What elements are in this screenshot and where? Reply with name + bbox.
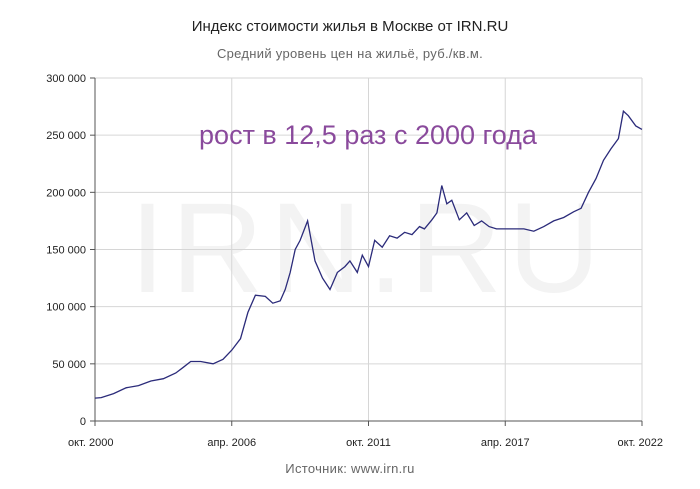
chart-subtitle: Средний уровень цен на жильё, руб./кв.м. xyxy=(216,46,484,61)
x-tick-label: апр. 2017 xyxy=(481,437,530,449)
growth-annotation: рост в 12,5 раз с 2000 года xyxy=(199,120,538,150)
source-note: Источник: www.irn.ru xyxy=(285,461,415,476)
y-tick-label: 200 000 xyxy=(46,187,86,199)
y-tick-label: 0 xyxy=(80,416,86,428)
x-tick-label: апр. 2006 xyxy=(207,437,256,449)
x-tick-label: окт. 2022 xyxy=(618,437,663,449)
gridlines xyxy=(95,77,643,421)
y-tick-label: 150 000 xyxy=(46,245,86,257)
y-tick-label: 100 000 xyxy=(46,302,86,314)
x-tick-label: окт. 2011 xyxy=(346,437,391,449)
x-axis-ticks: окт. 2000 апр. 2006 окт. 2011 апр. 2017 окт.… xyxy=(68,421,663,449)
y-tick-label: 250 000 xyxy=(46,130,86,142)
y-axis-ticks: 0 50 000 100 000 150 000 200 000 250 000 300 0… xyxy=(46,73,95,428)
x-tick-label: окт. 2000 xyxy=(68,437,113,449)
chart-title: Индекс стоимости жилья в Москве от IRN.R… xyxy=(191,18,509,35)
watermark: IRN.RU xyxy=(130,177,607,320)
y-tick-label: 300 000 xyxy=(46,73,86,85)
y-tick-label: 50 000 xyxy=(52,359,86,371)
series-line-price-index xyxy=(94,109,643,399)
